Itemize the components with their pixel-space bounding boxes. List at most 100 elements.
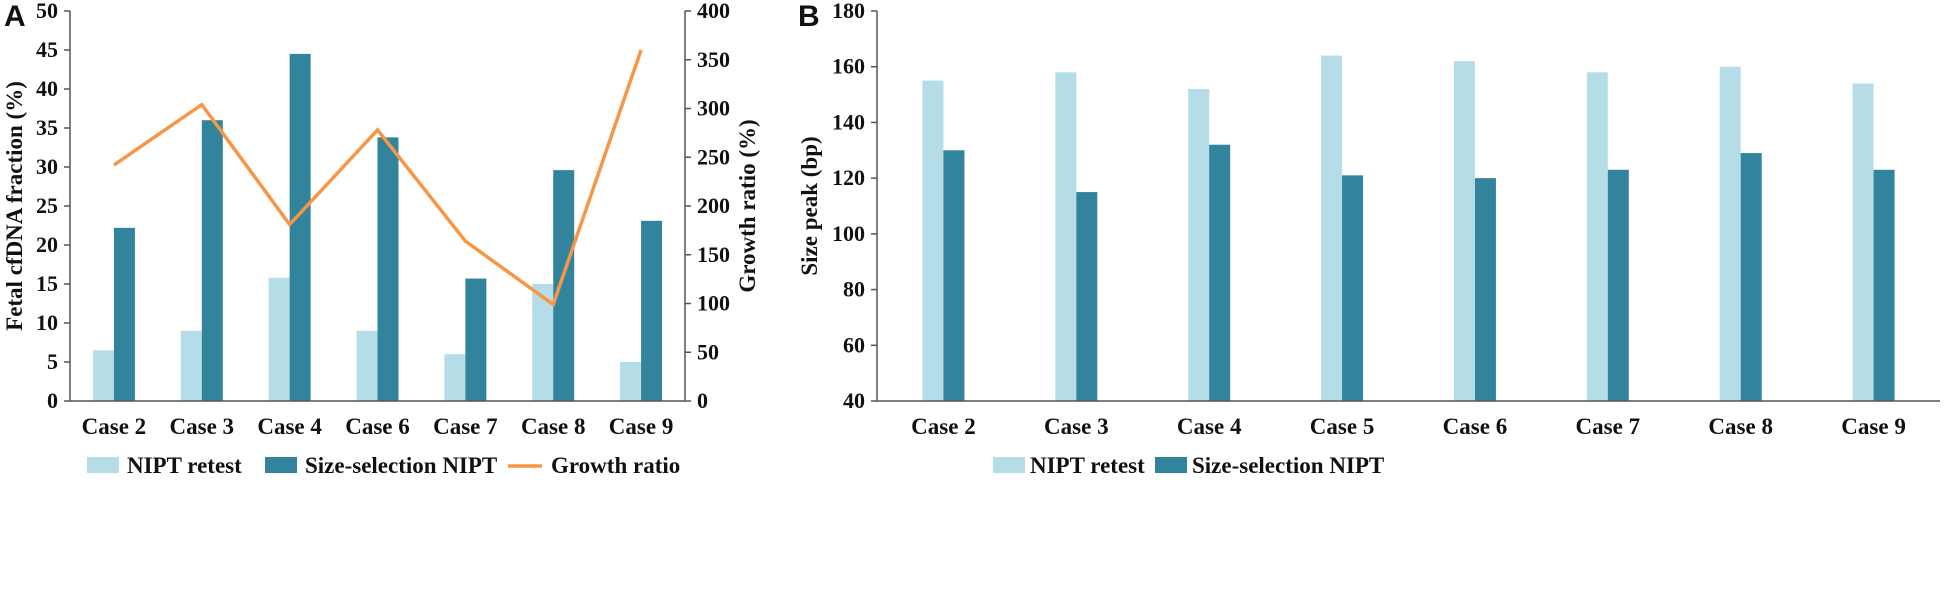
x-tick-label: Case 3 xyxy=(170,414,235,439)
bar-size-selection-nipt-case-3 xyxy=(1076,192,1098,401)
x-tick-label: Case 9 xyxy=(1841,414,1906,439)
panel-b-y-axis-ticks: 40 60 80 100 120 140 160 180 xyxy=(832,0,877,413)
growth-ratio-line xyxy=(112,49,643,308)
bar-size-selection-nipt-case-9 xyxy=(1873,169,1895,401)
right-y-tick-label: 50 xyxy=(697,339,719,364)
y-tick-label: 45 xyxy=(36,37,58,62)
bar-size-selection-nipt-case-7 xyxy=(465,278,487,401)
bar-size-selection-nipt-case-2 xyxy=(113,227,135,401)
x-tick-label: Case 7 xyxy=(1576,414,1641,439)
bar-size-selection-nipt-case-7 xyxy=(1607,169,1629,401)
y-tick-label: 80 xyxy=(843,277,865,302)
y-tick-label: 160 xyxy=(832,54,865,79)
bar-size-selection-nipt-case-2 xyxy=(943,150,965,401)
x-tick-label: Case 2 xyxy=(911,414,976,439)
panel-b-bars xyxy=(922,55,1895,402)
right-y-tick-label: 300 xyxy=(697,96,730,121)
panel-b-category-labels: Case 2 Case 3 Case 4 Case 5 Case 6 Case 7 Case… xyxy=(911,414,1906,439)
legend-swatch-nipt-retest xyxy=(87,457,119,473)
x-tick-label: Case 6 xyxy=(1443,414,1508,439)
y-tick-label: 10 xyxy=(36,310,58,335)
bar-size-selection-nipt-case-6 xyxy=(1474,178,1496,401)
x-tick-label: Case 5 xyxy=(1310,414,1375,439)
bar-nipt-retest-case-8 xyxy=(532,284,554,401)
bar-nipt-retest-case-7 xyxy=(1586,72,1608,402)
x-tick-label: Case 6 xyxy=(345,414,410,439)
bar-size-selection-nipt-case-5 xyxy=(1342,175,1364,401)
y-tick-label: 60 xyxy=(843,332,865,357)
panel-a: A 0 5 10 15 20 25 30 35 40 45 50 0 50 100 150 200 250 30… xyxy=(2,0,760,478)
bar-size-selection-nipt-case-6 xyxy=(377,137,399,402)
y-tick-label: 5 xyxy=(47,349,58,374)
right-y-tick-label: 0 xyxy=(697,388,708,413)
x-tick-label: Case 7 xyxy=(433,414,498,439)
bar-size-selection-nipt-case-4 xyxy=(1209,144,1231,401)
bar-nipt-retest-case-6 xyxy=(1453,61,1475,402)
bar-nipt-retest-case-9 xyxy=(620,362,642,401)
x-tick-label: Case 3 xyxy=(1044,414,1109,439)
y-tick-label: 20 xyxy=(36,232,58,257)
bar-nipt-retest-case-8 xyxy=(1719,66,1741,401)
y-tick-label: 40 xyxy=(36,76,58,101)
y-tick-label: 30 xyxy=(36,154,58,179)
panel-a-y-axis-title: Fetal cfDNA fraction (%) xyxy=(2,81,27,331)
bar-size-selection-nipt-case-4 xyxy=(289,53,311,402)
bar-size-selection-nipt-case-8 xyxy=(1740,153,1762,401)
legend-label-nipt-retest: NIPT retest xyxy=(127,453,242,478)
right-y-tick-label: 150 xyxy=(697,242,730,267)
y-tick-label: 0 xyxy=(47,388,58,413)
x-tick-label: Case 9 xyxy=(609,414,674,439)
y-tick-label: 140 xyxy=(832,109,865,134)
panel-a-label: A xyxy=(4,0,26,33)
panel-b-label: B xyxy=(798,0,820,33)
x-tick-label: Case 2 xyxy=(82,414,147,439)
legend-swatch-size-selection-nipt xyxy=(1155,457,1187,473)
bar-nipt-retest-case-6 xyxy=(356,330,378,401)
legend-label-growth-ratio: Growth ratio xyxy=(551,453,680,478)
right-y-tick-label: 100 xyxy=(697,291,730,316)
bar-nipt-retest-case-2 xyxy=(922,80,944,402)
y-tick-label: 120 xyxy=(832,165,865,190)
panel-a-right-axis-ticks: 0 50 100 150 200 250 300 350 400 xyxy=(685,0,730,413)
x-tick-label: Case 8 xyxy=(521,414,586,439)
panel-a-growth-line xyxy=(112,49,643,308)
bar-size-selection-nipt-case-8 xyxy=(553,170,575,401)
bar-nipt-retest-case-4 xyxy=(268,277,290,401)
y-tick-label: 25 xyxy=(36,193,58,218)
legend-swatch-nipt-retest xyxy=(993,457,1025,473)
bar-nipt-retest-case-3 xyxy=(1055,72,1077,402)
bar-nipt-retest-case-7 xyxy=(444,354,466,401)
y-tick-label: 40 xyxy=(843,388,865,413)
right-y-tick-label: 250 xyxy=(697,144,730,169)
panel-a-bars xyxy=(92,53,663,402)
legend-label-nipt-retest: NIPT retest xyxy=(1030,453,1145,478)
right-y-tick-label: 400 xyxy=(697,0,730,23)
bar-nipt-retest-case-9 xyxy=(1852,83,1874,401)
panel-a-category-labels: Case 2 Case 3 Case 4 Case 6 Case 7 Case 8 Case… xyxy=(82,414,674,439)
legend-label-size-selection-nipt: Size-selection NIPT xyxy=(305,453,497,478)
bar-size-selection-nipt-case-9 xyxy=(641,220,663,401)
y-tick-label: 15 xyxy=(36,271,58,296)
y-tick-label: 180 xyxy=(832,0,865,23)
legend-swatch-size-selection-nipt xyxy=(265,457,297,473)
x-tick-label: Case 4 xyxy=(257,414,322,439)
bar-nipt-retest-case-3 xyxy=(180,330,202,401)
panel-a-right-axis-title: Growth ratio (%) xyxy=(735,119,760,292)
panel-b-y-axis-title: Size peak (bp) xyxy=(797,136,822,275)
bar-nipt-retest-case-5 xyxy=(1321,55,1343,401)
y-tick-label: 35 xyxy=(36,115,58,140)
panel-a-left-axis-ticks: 0 5 10 15 20 25 30 35 40 45 50 xyxy=(36,0,70,413)
bar-nipt-retest-case-2 xyxy=(92,350,114,401)
bar-size-selection-nipt-case-3 xyxy=(201,120,223,401)
panel-a-legend: NIPT retest Size-selection NIPT Growth r… xyxy=(87,453,680,478)
panel-b-legend: NIPT retest Size-selection NIPT xyxy=(993,453,1384,478)
right-y-tick-label: 350 xyxy=(697,47,730,72)
x-tick-label: Case 8 xyxy=(1708,414,1773,439)
x-tick-label: Case 4 xyxy=(1177,414,1242,439)
y-tick-label: 50 xyxy=(36,0,58,23)
y-tick-label: 100 xyxy=(832,221,865,246)
bar-nipt-retest-case-4 xyxy=(1188,89,1210,401)
legend-label-size-selection-nipt: Size-selection NIPT xyxy=(1192,453,1384,478)
